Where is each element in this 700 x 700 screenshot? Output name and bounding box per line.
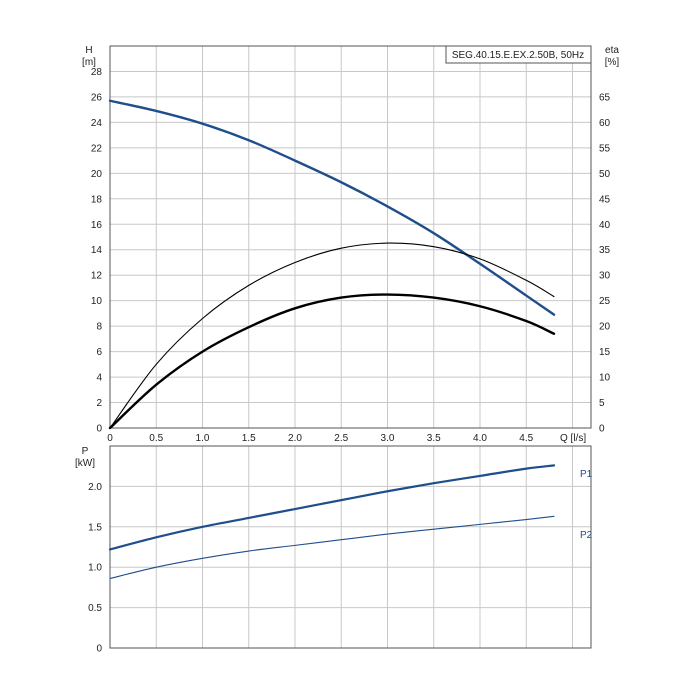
top-y-right-tick-label: 45 <box>599 194 611 205</box>
power-p1-curve <box>108 464 556 551</box>
top-y-right-tick-label: 40 <box>599 220 611 231</box>
series-label-p1: P1 <box>580 469 593 480</box>
y-left-axis-unit: [m] <box>82 57 96 68</box>
y-right-axis-unit: [%] <box>605 57 620 68</box>
top-x-tick-label: 2.0 <box>288 433 302 444</box>
top-x-tick-label: 3.5 <box>427 433 441 444</box>
top-chart-ticks: 0 0.5 1.0 1.5 2.0 2.5 3.0 3.5 4.0 4.5024681012141… <box>91 67 611 444</box>
top-y-right-tick-label: 55 <box>599 143 611 154</box>
top-x-tick-label: 4.0 <box>473 433 487 444</box>
bottom-y-tick-label: 1.0 <box>88 563 102 574</box>
top-y-right-tick-label: 25 <box>599 296 611 307</box>
top-y-left-tick-label: 22 <box>91 143 103 154</box>
top-y-left-tick-label: 10 <box>91 296 103 307</box>
title-box-text: SEG.40.15.E.EX.2.50B, 50Hz <box>452 50 584 61</box>
top-y-left-tick-label: 2 <box>96 398 102 409</box>
top-y-left-tick-label: 4 <box>96 373 102 384</box>
top-y-right-tick-label: 30 <box>599 271 611 282</box>
bottom-y-tick-label: 0.5 <box>88 603 102 614</box>
top-y-right-tick-label: 10 <box>599 373 611 384</box>
top-x-tick-label: 1.0 <box>196 433 210 444</box>
top-x-tick-label: 2.5 <box>334 433 348 444</box>
top-x-tick-label: 0 <box>107 433 113 444</box>
top-y-right-tick-label: 0 <box>599 424 605 435</box>
top-y-left-tick-label: 8 <box>96 322 102 333</box>
top-y-left-tick-label: 16 <box>91 220 103 231</box>
bottom-chart-series <box>108 464 556 580</box>
top-x-tick-label: 3.0 <box>381 433 395 444</box>
series-label-p2: P2 <box>580 530 593 541</box>
power-axis-unit: [kW] <box>75 458 95 469</box>
y-left-axis-name: H <box>85 45 92 56</box>
top-chart-series <box>108 99 556 430</box>
top-chart: 0 0.5 1.0 1.5 2.0 2.5 3.0 3.5 4.0 4.5024681012141… <box>82 45 619 444</box>
x-axis-label: Q [l/s] <box>560 433 586 444</box>
power-p2-curve <box>109 515 555 580</box>
top-y-right-tick-label: 5 <box>599 398 605 409</box>
title-box <box>445 45 592 64</box>
bottom-y-tick-label: 0 <box>96 644 102 655</box>
efficiency-curve-thick <box>108 293 556 430</box>
power-axis-name: P <box>82 446 89 457</box>
top-y-right-tick-label: 65 <box>599 92 611 103</box>
bottom-y-tick-label: 1.5 <box>88 522 102 533</box>
top-chart-grid <box>109 46 591 429</box>
top-y-left-tick-label: 6 <box>96 347 102 358</box>
top-y-left-tick-label: 24 <box>91 118 103 129</box>
top-y-left-tick-label: 18 <box>91 194 103 205</box>
top-y-left-tick-label: 12 <box>91 271 103 282</box>
bottom-y-tick-label: 2.0 <box>88 482 102 493</box>
top-y-right-tick-label: 35 <box>599 245 611 256</box>
bottom-chart-frame <box>109 445 592 649</box>
bottom-chart: 0 0.5 1.0 1.5 2.0 P [kW] P1 P2 <box>75 445 593 655</box>
bottom-chart-grid <box>109 446 591 649</box>
top-y-left-tick-label: 28 <box>91 67 103 78</box>
top-y-left-tick-label: 0 <box>96 424 102 435</box>
top-y-left-tick-label: 14 <box>91 245 103 256</box>
y-right-axis-name: eta <box>605 45 619 56</box>
efficiency-curve-thin <box>109 242 555 429</box>
head-curve <box>108 99 556 316</box>
top-chart-frame <box>109 45 592 429</box>
top-x-tick-label: 0.5 <box>149 433 163 444</box>
bottom-chart-ticks: 0 0.5 1.0 1.5 2.0 <box>88 482 102 655</box>
top-y-right-tick-label: 50 <box>599 169 611 180</box>
top-y-right-tick-label: 20 <box>599 322 611 333</box>
top-y-right-tick-label: 60 <box>599 118 611 129</box>
top-x-tick-label: 4.5 <box>519 433 533 444</box>
top-y-right-tick-label: 15 <box>599 347 611 358</box>
top-y-left-tick-label: 20 <box>91 169 103 180</box>
top-x-tick-label: 1.5 <box>242 433 256 444</box>
top-y-left-tick-label: 26 <box>91 92 103 103</box>
